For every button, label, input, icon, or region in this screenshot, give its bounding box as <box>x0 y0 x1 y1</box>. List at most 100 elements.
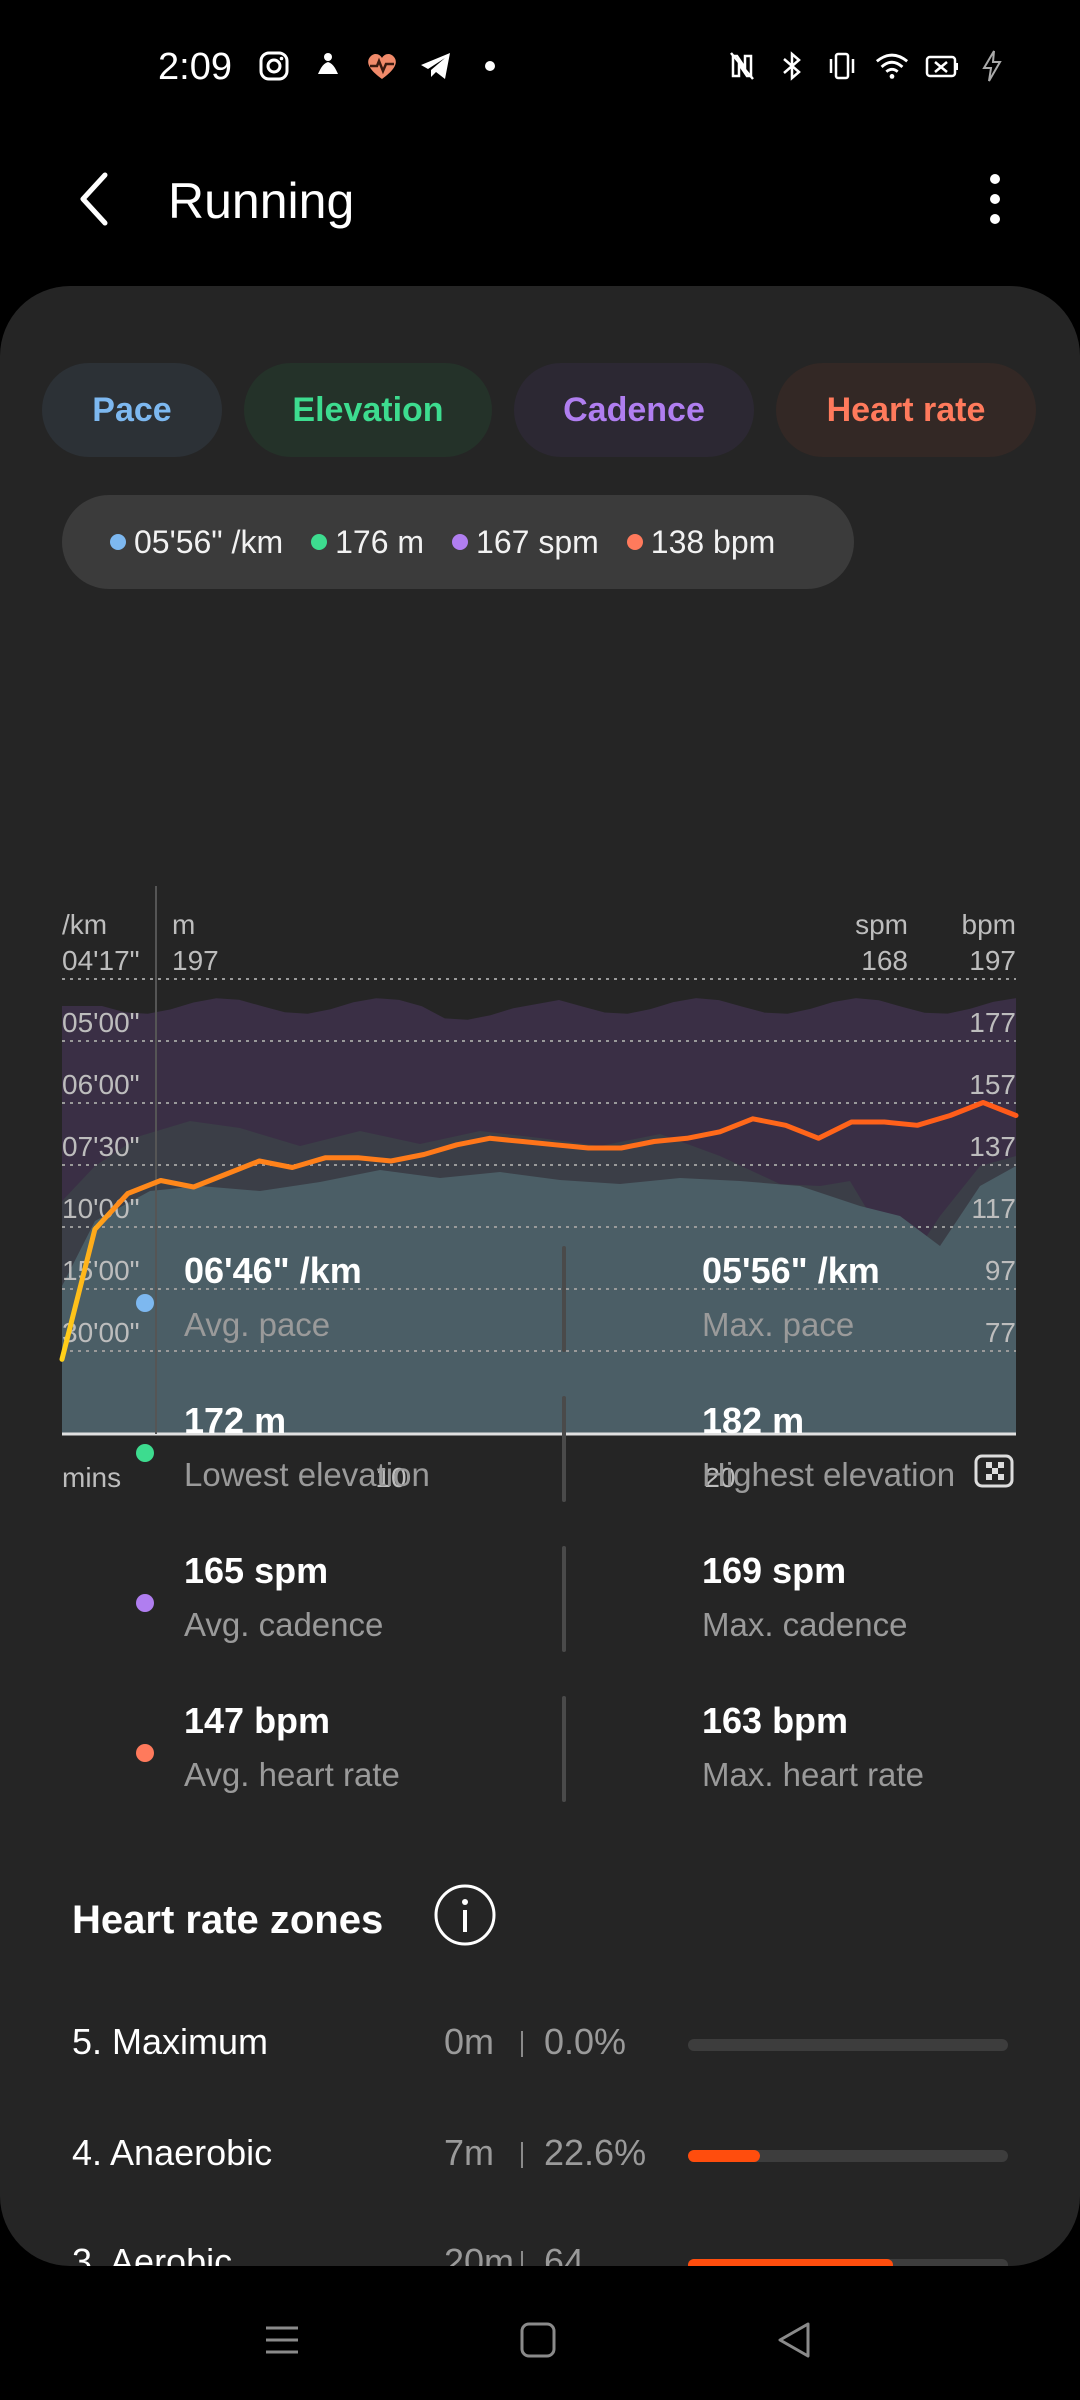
divider <box>562 1396 566 1502</box>
max-cadence-label: Max. cadence <box>702 1606 908 1643</box>
chevron-left-icon <box>80 172 108 226</box>
heart-rate-tick-label: 117 <box>971 1193 1016 1224</box>
tab-pace[interactable]: Pace <box>42 363 222 457</box>
workout-detail-card: Pace Elevation Cadence Heart rate 05'56"… <box>0 286 1080 2266</box>
zone-percent: 0.0% <box>544 2021 627 2062</box>
tab-label: Cadence <box>563 390 705 429</box>
tooltip-pace-value: 05'56" /km <box>134 523 284 560</box>
avg-cadence-value: 165 spm <box>184 1550 329 1591</box>
x-tick-label: 20 <box>704 1462 735 1493</box>
more-options-button[interactable] <box>960 164 1030 234</box>
more-vertical-icon <box>990 174 1000 224</box>
finish-flag-icon <box>974 1454 1014 1488</box>
zone-time: 20m <box>444 2241 515 2266</box>
notification-icons <box>256 48 508 84</box>
charging-icon <box>974 48 1010 84</box>
instagram-icon <box>256 48 292 84</box>
stat-row-elevation: 172 m Lowest elevation 182 m Highest eleva… <box>0 1396 1080 1546</box>
home-button[interactable] <box>508 2310 568 2370</box>
avg-heart-rate-label: Avg. heart rate <box>184 1756 400 1793</box>
workout-chart[interactable]: /km m spm bpm04'17"05'00"06'00"07'30"10'00"… <box>0 586 1080 1506</box>
zone-row[interactable]: 3. Aerobic 20m 64 <box>0 2241 1080 2266</box>
divider <box>562 1246 566 1352</box>
stat-row-cadence: 165 spm Avg. cadence 169 spm Max. cadence <box>0 1546 1080 1696</box>
zone-separator <box>521 2142 523 2168</box>
max-pace-value: 05'56" /km <box>702 1250 880 1291</box>
elevation-area <box>62 1166 1016 1434</box>
heart-rate-line <box>59 1100 1019 1362</box>
tab-label: Heart rate <box>826 390 986 429</box>
zone-row[interactable]: 5. Maximum 0m 0.0% <box>0 2021 1080 2091</box>
back-button[interactable] <box>60 164 130 234</box>
lowest-elevation-label: Lowest elevation <box>184 1456 430 1493</box>
lowest-elevation-value: 172 m <box>184 1400 287 1441</box>
heart-rate-icon <box>364 48 400 84</box>
highest-elevation-value: 182 m <box>702 1400 805 1441</box>
heart-rate-unit-label: bpm <box>962 909 1016 940</box>
tooltip-cadence: 167 spm <box>452 524 599 561</box>
heart-rate-tick-label: 97 <box>985 1255 1016 1286</box>
recents-icon <box>266 2326 298 2354</box>
elevation-unit-label: m <box>172 909 195 940</box>
x-tick-label: 10 <box>375 1462 406 1493</box>
avg-heart-rate-value: 147 bpm <box>184 1700 331 1741</box>
zone-separator <box>521 2251 523 2266</box>
zone-name: 4. Anaerobic <box>72 2132 273 2173</box>
zone-time: 0m <box>444 2021 495 2062</box>
navigation-bar <box>0 2270 1080 2400</box>
pace-tick-label: 06'00" <box>62 1069 140 1100</box>
cadence-dot-icon <box>452 534 469 550</box>
app-bar: Running <box>0 150 1080 250</box>
tab-heart-rate[interactable]: Heart rate <box>776 363 1036 457</box>
zone-separator <box>521 2031 523 2057</box>
info-icon[interactable] <box>432 1882 498 1948</box>
status-bar: 2:09 <box>0 0 1080 140</box>
highest-elevation-label: Highest elevation <box>702 1456 956 1493</box>
tooltip-heart-rate-value: 138 bpm <box>650 523 776 560</box>
heart-rate-tick-label: 157 <box>969 1069 1016 1100</box>
avg-pace-value: 06'46" /km <box>184 1250 362 1291</box>
tab-elevation[interactable]: Elevation <box>244 363 492 457</box>
tooltip-elevation: 176 m <box>311 524 424 561</box>
tooltip-elevation-value: 176 m <box>335 523 425 560</box>
pace-dot-icon <box>110 534 126 550</box>
max-pace-label: Max. pace <box>702 1306 855 1343</box>
telegram-icon <box>418 48 454 84</box>
zone-name: 3. Aerobic <box>72 2241 233 2266</box>
heart-rate-tick-label: 197 <box>969 945 1016 976</box>
divider <box>562 1696 566 1802</box>
heart-rate-tick-label: 137 <box>969 1131 1016 1162</box>
tab-cadence[interactable]: Cadence <box>514 363 754 457</box>
heart-rate-tick-label: 77 <box>985 1317 1016 1348</box>
zone-bar-fill <box>688 2259 893 2266</box>
elevation-dot-icon <box>311 534 328 550</box>
heart-rate-zones-title: Heart rate zones <box>72 1898 384 1942</box>
vibrate-icon <box>824 48 860 84</box>
pace-dot-icon <box>136 1294 154 1312</box>
divider <box>562 1546 566 1652</box>
back-nav-button[interactable] <box>764 2310 824 2370</box>
zone-row[interactable]: 4. Anaerobic 7m 22.6% <box>0 2132 1080 2202</box>
tab-label: Pace <box>92 390 172 429</box>
tab-label: Elevation <box>292 390 444 429</box>
zone-name: 5. Maximum <box>72 2021 269 2062</box>
max-heart-rate-value: 163 bpm <box>702 1700 849 1741</box>
page-title: Running <box>168 173 355 229</box>
dot-icon <box>472 48 508 84</box>
heart-rate-tick-label: 177 <box>969 1007 1016 1038</box>
pace-tick-label: 30'00" <box>62 1317 140 1348</box>
pace-tick-label: 04'17" <box>62 945 140 976</box>
pace-unit-label: /km <box>62 909 107 940</box>
stat-row-heart-rate: 147 bpm Avg. heart rate 163 bpm Max. heart… <box>0 1696 1080 1846</box>
heart-rate-dot-icon <box>626 534 643 550</box>
pace-tick-label: 07'30" <box>62 1131 140 1162</box>
wifi-icon <box>874 48 910 84</box>
elevation-tick-label: 197 <box>172 945 219 976</box>
nfc-icon <box>724 48 760 84</box>
tooltip-pace: 05'56" /km <box>110 524 283 561</box>
x-axis-label: mins <box>62 1462 121 1493</box>
recents-button[interactable] <box>252 2310 312 2370</box>
max-cadence-value: 169 spm <box>702 1550 847 1591</box>
metric-tabs: Pace Elevation Cadence Heart rate <box>42 363 1036 457</box>
meditation-icon <box>310 48 346 84</box>
